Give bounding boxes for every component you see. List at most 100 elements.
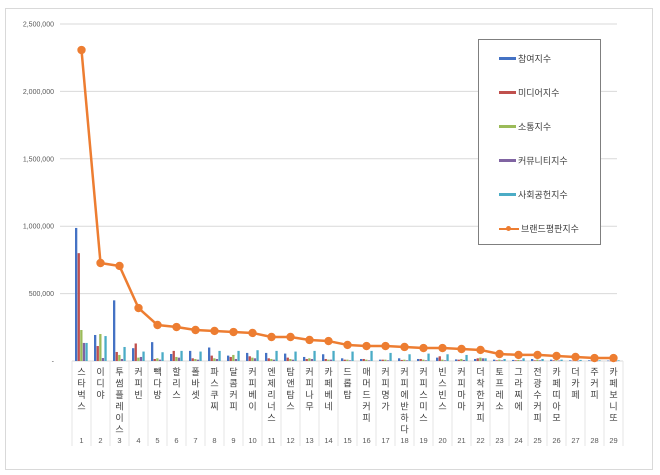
bar [75, 227, 78, 361]
bar [158, 359, 162, 361]
bar [256, 350, 259, 361]
y-tick-label: 500,000 [29, 291, 54, 298]
x-category-label: 디 [96, 379, 104, 390]
bar [417, 358, 420, 361]
x-category-label: 폴 [191, 367, 199, 378]
bar [400, 359, 403, 361]
line-marker-icon [514, 350, 523, 360]
x-category-label: 스 [438, 402, 446, 413]
line-marker-icon [495, 349, 504, 359]
x-category-label: 베 [248, 390, 256, 401]
bar [531, 358, 534, 361]
x-category-label: 보 [609, 390, 617, 401]
line-marker-icon [153, 320, 162, 330]
x-category-label: 스 [267, 413, 275, 424]
bar [232, 354, 235, 361]
x-category-label: 너 [267, 402, 275, 413]
x-category-label: 스 [438, 379, 446, 390]
x-category-label: 스 [419, 390, 427, 401]
x-category-label: 피 [305, 379, 313, 390]
x-category-label: 커 [590, 379, 598, 390]
x-rank-label: 14 [324, 436, 332, 445]
x-rank-label: 9 [231, 436, 235, 445]
bar [617, 360, 620, 361]
x-category-label: 하 [400, 413, 409, 424]
legend-item-media: 미디어지수 [499, 86, 559, 99]
x-category-label: 아 [552, 402, 561, 413]
bar [291, 359, 295, 361]
legend-swatch [499, 159, 516, 162]
x-rank-label: 27 [571, 436, 579, 445]
legend-label: 커뮤니티지수 [518, 157, 568, 167]
x-category-label: 커 [134, 367, 142, 378]
bar [419, 358, 422, 361]
y-tick-label: 1,000,000 [23, 224, 54, 231]
x-category-label: 리 [267, 390, 275, 401]
line-marker-icon [552, 351, 561, 361]
bar [94, 334, 97, 361]
bar [161, 352, 164, 361]
x-rank-label: 26 [552, 436, 560, 445]
x-category-label: 레 [495, 390, 503, 401]
x-category-label: 모 [552, 414, 560, 424]
x-category-label: 피 [400, 379, 408, 390]
x-category-label: 바 [191, 379, 200, 390]
bar [560, 359, 563, 361]
bar [367, 360, 371, 361]
x-category-label: 다 [400, 425, 409, 436]
x-rank-label: 8 [212, 436, 216, 445]
x-rank-label: 20 [438, 436, 446, 445]
x-category-label: 제 [267, 379, 275, 390]
legend-item-communication: 소통지수 [499, 120, 551, 133]
bar [341, 358, 344, 361]
bar [498, 359, 501, 361]
x-category-label: 투 [115, 367, 123, 378]
x-rank-label: 22 [476, 436, 484, 445]
x-category-label: 커 [476, 402, 484, 413]
bar [253, 358, 257, 361]
bar [588, 360, 591, 361]
x-category-label: 스 [419, 413, 427, 424]
legend-line-marker-icon [499, 225, 519, 231]
line-marker-icon [476, 345, 485, 355]
bar [210, 355, 213, 361]
x-category-label: 스 [172, 390, 180, 401]
bar [538, 360, 542, 361]
bar [436, 357, 439, 361]
legend-item-participation: 참여지수 [499, 52, 551, 65]
x-category-label: 또 [609, 414, 617, 424]
line-marker-icon [533, 350, 542, 360]
legend-item-brand-reputation: 브랜드평판지수 [499, 222, 579, 235]
bar [82, 342, 86, 361]
bar [427, 353, 430, 361]
bar [519, 360, 523, 361]
bar [576, 360, 580, 362]
bar [381, 359, 384, 361]
x-category-label: 피 [362, 413, 370, 424]
bar [550, 359, 553, 361]
y-tick-label: - [52, 359, 55, 366]
bar [313, 350, 316, 361]
x-category-label: 더 [571, 367, 579, 378]
bar [346, 359, 349, 361]
bar [172, 350, 175, 361]
x-rank-label: 1 [79, 436, 83, 445]
bar [284, 353, 287, 361]
line-marker-icon [210, 326, 219, 336]
bar [294, 351, 297, 361]
x-category-label: 야 [96, 390, 104, 401]
bar [175, 356, 178, 361]
x-category-label: 스 [77, 367, 85, 378]
bar [479, 357, 482, 361]
line-series [77, 45, 618, 363]
x-category-label: 타 [77, 379, 86, 390]
x-category-label: 탐 [286, 366, 294, 378]
bar [77, 253, 80, 361]
x-rank-label: 18 [400, 436, 408, 445]
x-rank-label: 13 [305, 436, 313, 445]
x-category-label: 빈 [438, 390, 446, 401]
bar [227, 355, 230, 361]
legend-swatch [499, 57, 516, 60]
bar [455, 359, 458, 361]
